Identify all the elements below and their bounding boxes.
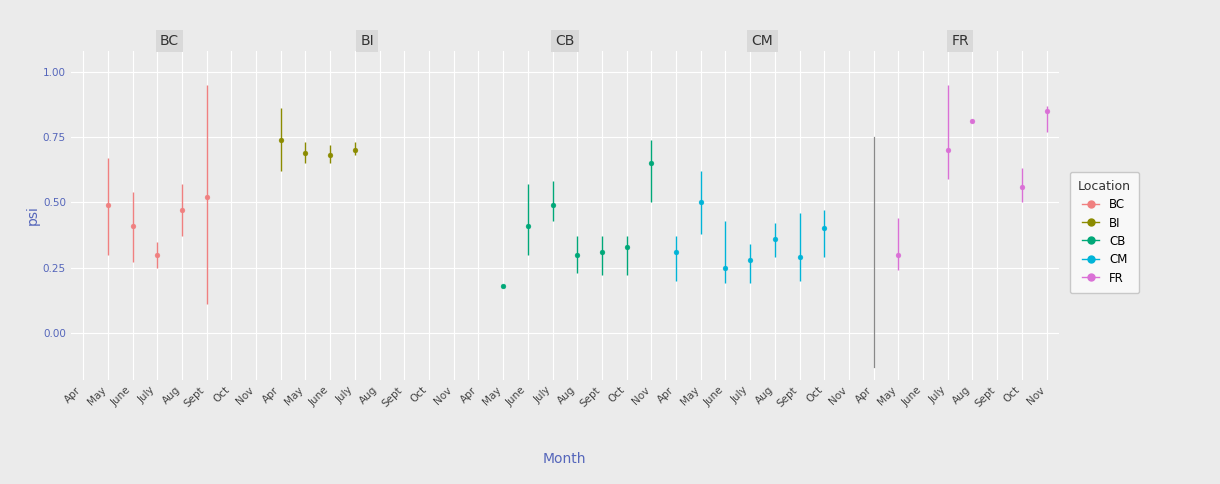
Title: CM: CM [752,34,773,48]
Y-axis label: psi: psi [26,205,40,226]
Title: CB: CB [555,34,575,48]
Text: Month: Month [543,452,587,466]
Title: FR: FR [952,34,969,48]
Legend: BC, BI, CB, CM, FR: BC, BI, CB, CM, FR [1070,172,1139,293]
Title: BI: BI [360,34,375,48]
Title: BC: BC [160,34,179,48]
